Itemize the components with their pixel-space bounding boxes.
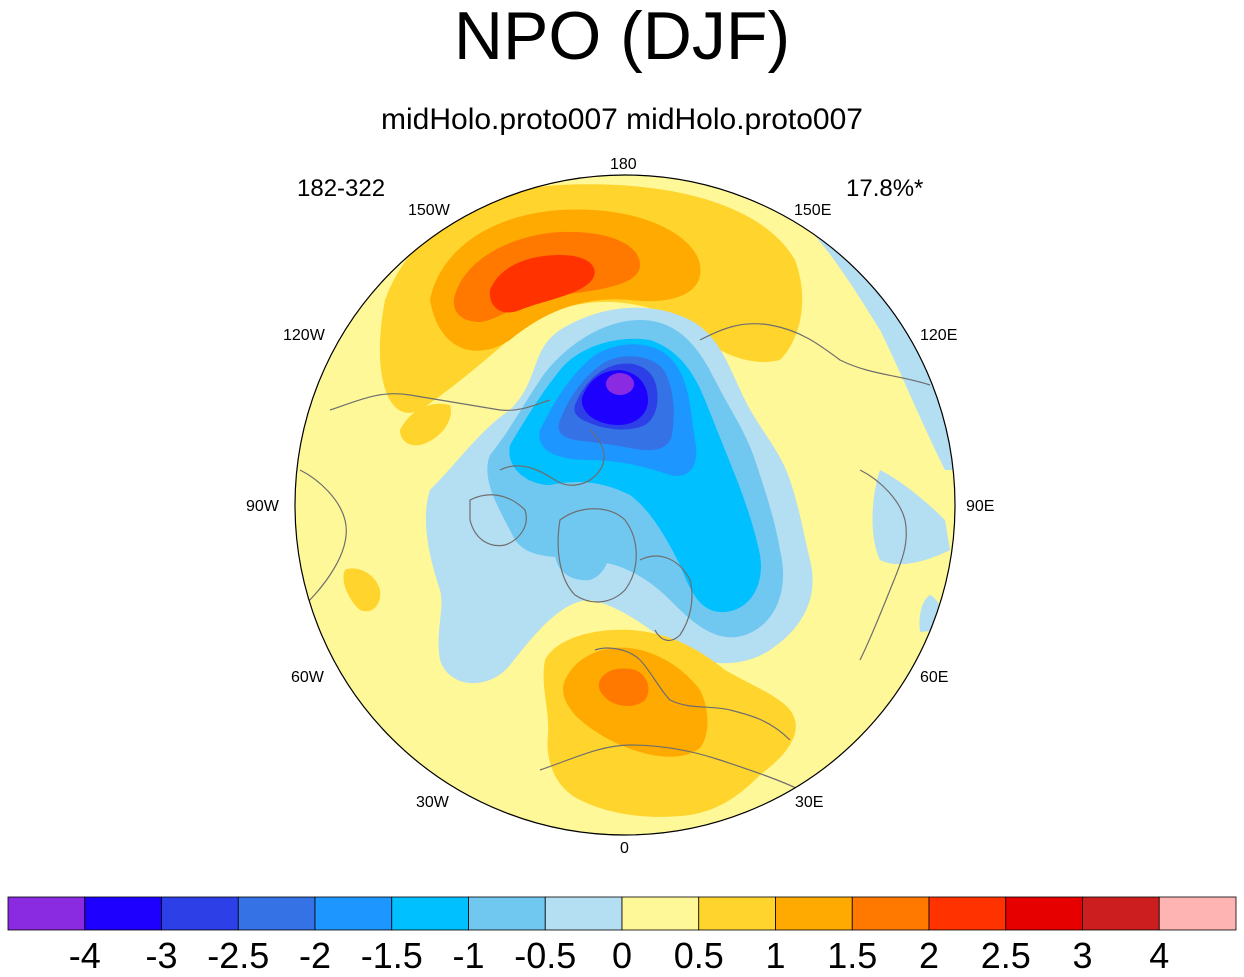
lon-label-180: 180 xyxy=(610,156,637,173)
colorbar-swatch xyxy=(1158,896,1237,931)
lon-label-60w: 60W xyxy=(291,669,324,686)
lon-label-150w: 150W xyxy=(408,202,450,219)
lon-label-0: 0 xyxy=(620,840,629,857)
coast-siberia xyxy=(699,323,931,386)
lon-label-120w: 120W xyxy=(283,327,325,344)
plot-subtitle: midHolo.proto007 midHolo.proto007 xyxy=(381,103,863,136)
lon-label-90w: 90W xyxy=(246,498,279,515)
coast-north-america-east xyxy=(299,469,347,611)
alaska-positive-patch xyxy=(400,403,451,446)
colorbar-tick-label: 1.5 xyxy=(827,935,878,976)
colorbar-swatch xyxy=(391,896,469,931)
colorbar-tick-label: -4 xyxy=(68,935,101,976)
coast-africa-north xyxy=(539,744,801,791)
map-field xyxy=(295,175,955,835)
colorbar-tick-label: 4 xyxy=(1149,935,1170,976)
coast-scandinavia xyxy=(639,555,693,642)
lon-label-30e: 30E xyxy=(795,794,824,811)
colorbar-tick-label: -3 xyxy=(145,935,178,976)
colorbar-tick-label: -0.5 xyxy=(514,935,577,976)
colorbar xyxy=(7,896,1237,931)
colorbar-swatch xyxy=(84,896,162,931)
colorbar-swatch xyxy=(468,896,546,931)
lon-label-150e: 150E xyxy=(794,202,832,219)
colorbar-swatch xyxy=(237,896,316,931)
lon-label-30w: 30W xyxy=(416,794,449,811)
colorbar-swatch xyxy=(161,896,239,931)
colorbar-tick-label: 2.5 xyxy=(980,935,1031,976)
coast-greenland xyxy=(557,508,637,603)
colorbar-tick-label: -1 xyxy=(452,935,485,976)
europe-positive-core xyxy=(598,668,649,706)
arctic-negative-minimum xyxy=(606,373,634,395)
colorbar-swatch xyxy=(851,896,930,931)
central-asia-negative-region xyxy=(872,470,950,565)
explained-variance-label: 17.8%* xyxy=(846,175,924,202)
year-range-label: 182-322 xyxy=(297,175,386,202)
colorbar-tick-label: -2 xyxy=(298,935,332,976)
atlantic-positive-patch xyxy=(343,568,381,612)
pacific-positive-core-2-5 xyxy=(489,255,595,313)
coast-arctic-archipelago xyxy=(499,429,605,486)
colorbar-swatch xyxy=(775,896,853,931)
coast-hudson xyxy=(469,494,527,547)
plot-title: NPO (DJF) xyxy=(453,0,791,74)
colorbar-swatch xyxy=(621,896,700,931)
coastlines xyxy=(299,323,931,791)
colorbar-swatch xyxy=(1082,896,1160,931)
colorbar-swatch xyxy=(928,896,1007,931)
colorbar-tick-label: 3 xyxy=(1072,935,1093,976)
colorbar-tick-label: 0 xyxy=(611,935,633,976)
colorbar-swatch xyxy=(1005,896,1083,931)
colorbar-tick-label: -1.5 xyxy=(360,935,423,976)
colorbar-swatch xyxy=(698,896,776,931)
lon-label-90e: 90E xyxy=(966,498,995,515)
colorbar-tick-label: -2.5 xyxy=(207,935,270,976)
colorbar-swatch xyxy=(314,896,393,931)
colorbar-swatch xyxy=(7,896,86,931)
coast-north-america-west xyxy=(329,393,551,411)
lon-label-120e: 120E xyxy=(920,327,958,344)
colorbar-tick-label: 0.5 xyxy=(673,935,724,976)
map-border xyxy=(294,174,956,836)
coast-europe xyxy=(594,647,791,741)
colorbar-tick-label: 2 xyxy=(918,935,940,976)
lon-label-60e: 60E xyxy=(920,669,949,686)
greenland-negative-patch xyxy=(554,529,610,581)
coast-east-asia xyxy=(859,469,907,661)
colorbar-tick-label: 1 xyxy=(765,935,786,976)
colorbar-swatch xyxy=(544,896,623,931)
